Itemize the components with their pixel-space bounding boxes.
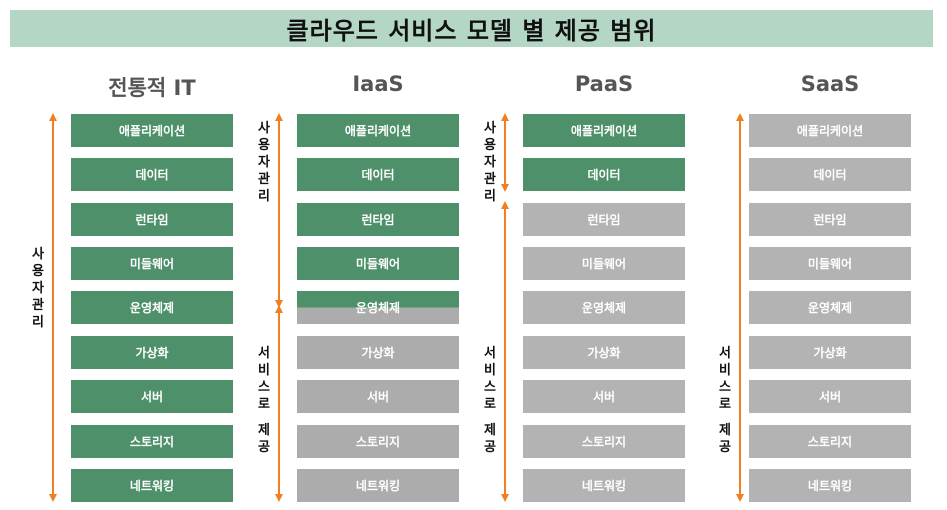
paas-layer-runtime: 런타임 — [523, 203, 685, 236]
saas-layer-storage: 스토리지 — [749, 425, 911, 458]
saas-layer-data: 데이터 — [749, 158, 911, 191]
saas-layer-middleware: 미들웨어 — [749, 247, 911, 280]
saas-layer-application: 애플리케이션 — [749, 114, 911, 147]
paas-layer-virtualization: 가상화 — [523, 336, 685, 369]
paas-layer-os: 운영체제 — [523, 291, 685, 324]
traditional-layer-application: 애플리케이션 — [71, 114, 233, 147]
iaas-layer-virtualization: 가상화 — [297, 336, 459, 369]
paas-layer-middleware: 미들웨어 — [523, 247, 685, 280]
traditional-layer-networking: 네트워킹 — [71, 469, 233, 502]
paas-layer-storage: 스토리지 — [523, 425, 685, 458]
traditional-layer-middleware: 미들웨어 — [71, 247, 233, 280]
traditional-layer-os: 운영체제 — [71, 291, 233, 324]
traditional-layer-virtualization: 가상화 — [71, 336, 233, 369]
paas-layer-data: 데이터 — [523, 158, 685, 191]
saas-layer-server: 서버 — [749, 380, 911, 413]
iaas-layer-networking: 네트워킹 — [297, 469, 459, 502]
column-title-iaas: IaaS — [352, 72, 404, 96]
traditional-layer-storage: 스토리지 — [71, 425, 233, 458]
iaas-layer-server: 서버 — [297, 380, 459, 413]
traditional-layer-data: 데이터 — [71, 158, 233, 191]
iaas-layer-os: 운영체제 — [297, 291, 459, 324]
iaas-layer-storage: 스토리지 — [297, 425, 459, 458]
saas-layer-networking: 네트워킹 — [749, 469, 911, 502]
page-title: 클라우드 서비스 모델 별 제공 범위 — [10, 10, 933, 47]
iaas-layer-data: 데이터 — [297, 158, 459, 191]
paas-layer-application: 애플리케이션 — [523, 114, 685, 147]
traditional-layer-runtime: 런타임 — [71, 203, 233, 236]
iaas-layer-middleware: 미들웨어 — [297, 247, 459, 280]
saas-layer-os: 운영체제 — [749, 291, 911, 324]
column-title-paas: PaaS — [574, 72, 634, 96]
saas-layer-virtualization: 가상화 — [749, 336, 911, 369]
column-title-saas: SaaS — [800, 72, 860, 96]
column-title-traditional-it: 전통적 IT — [108, 76, 196, 100]
iaas-layer-runtime: 런타임 — [297, 203, 459, 236]
iaas-layer-application: 애플리케이션 — [297, 114, 459, 147]
paas-layer-server: 서버 — [523, 380, 685, 413]
traditional-layer-server: 서버 — [71, 380, 233, 413]
saas-layer-runtime: 런타임 — [749, 203, 911, 236]
paas-layer-networking: 네트워킹 — [523, 469, 685, 502]
